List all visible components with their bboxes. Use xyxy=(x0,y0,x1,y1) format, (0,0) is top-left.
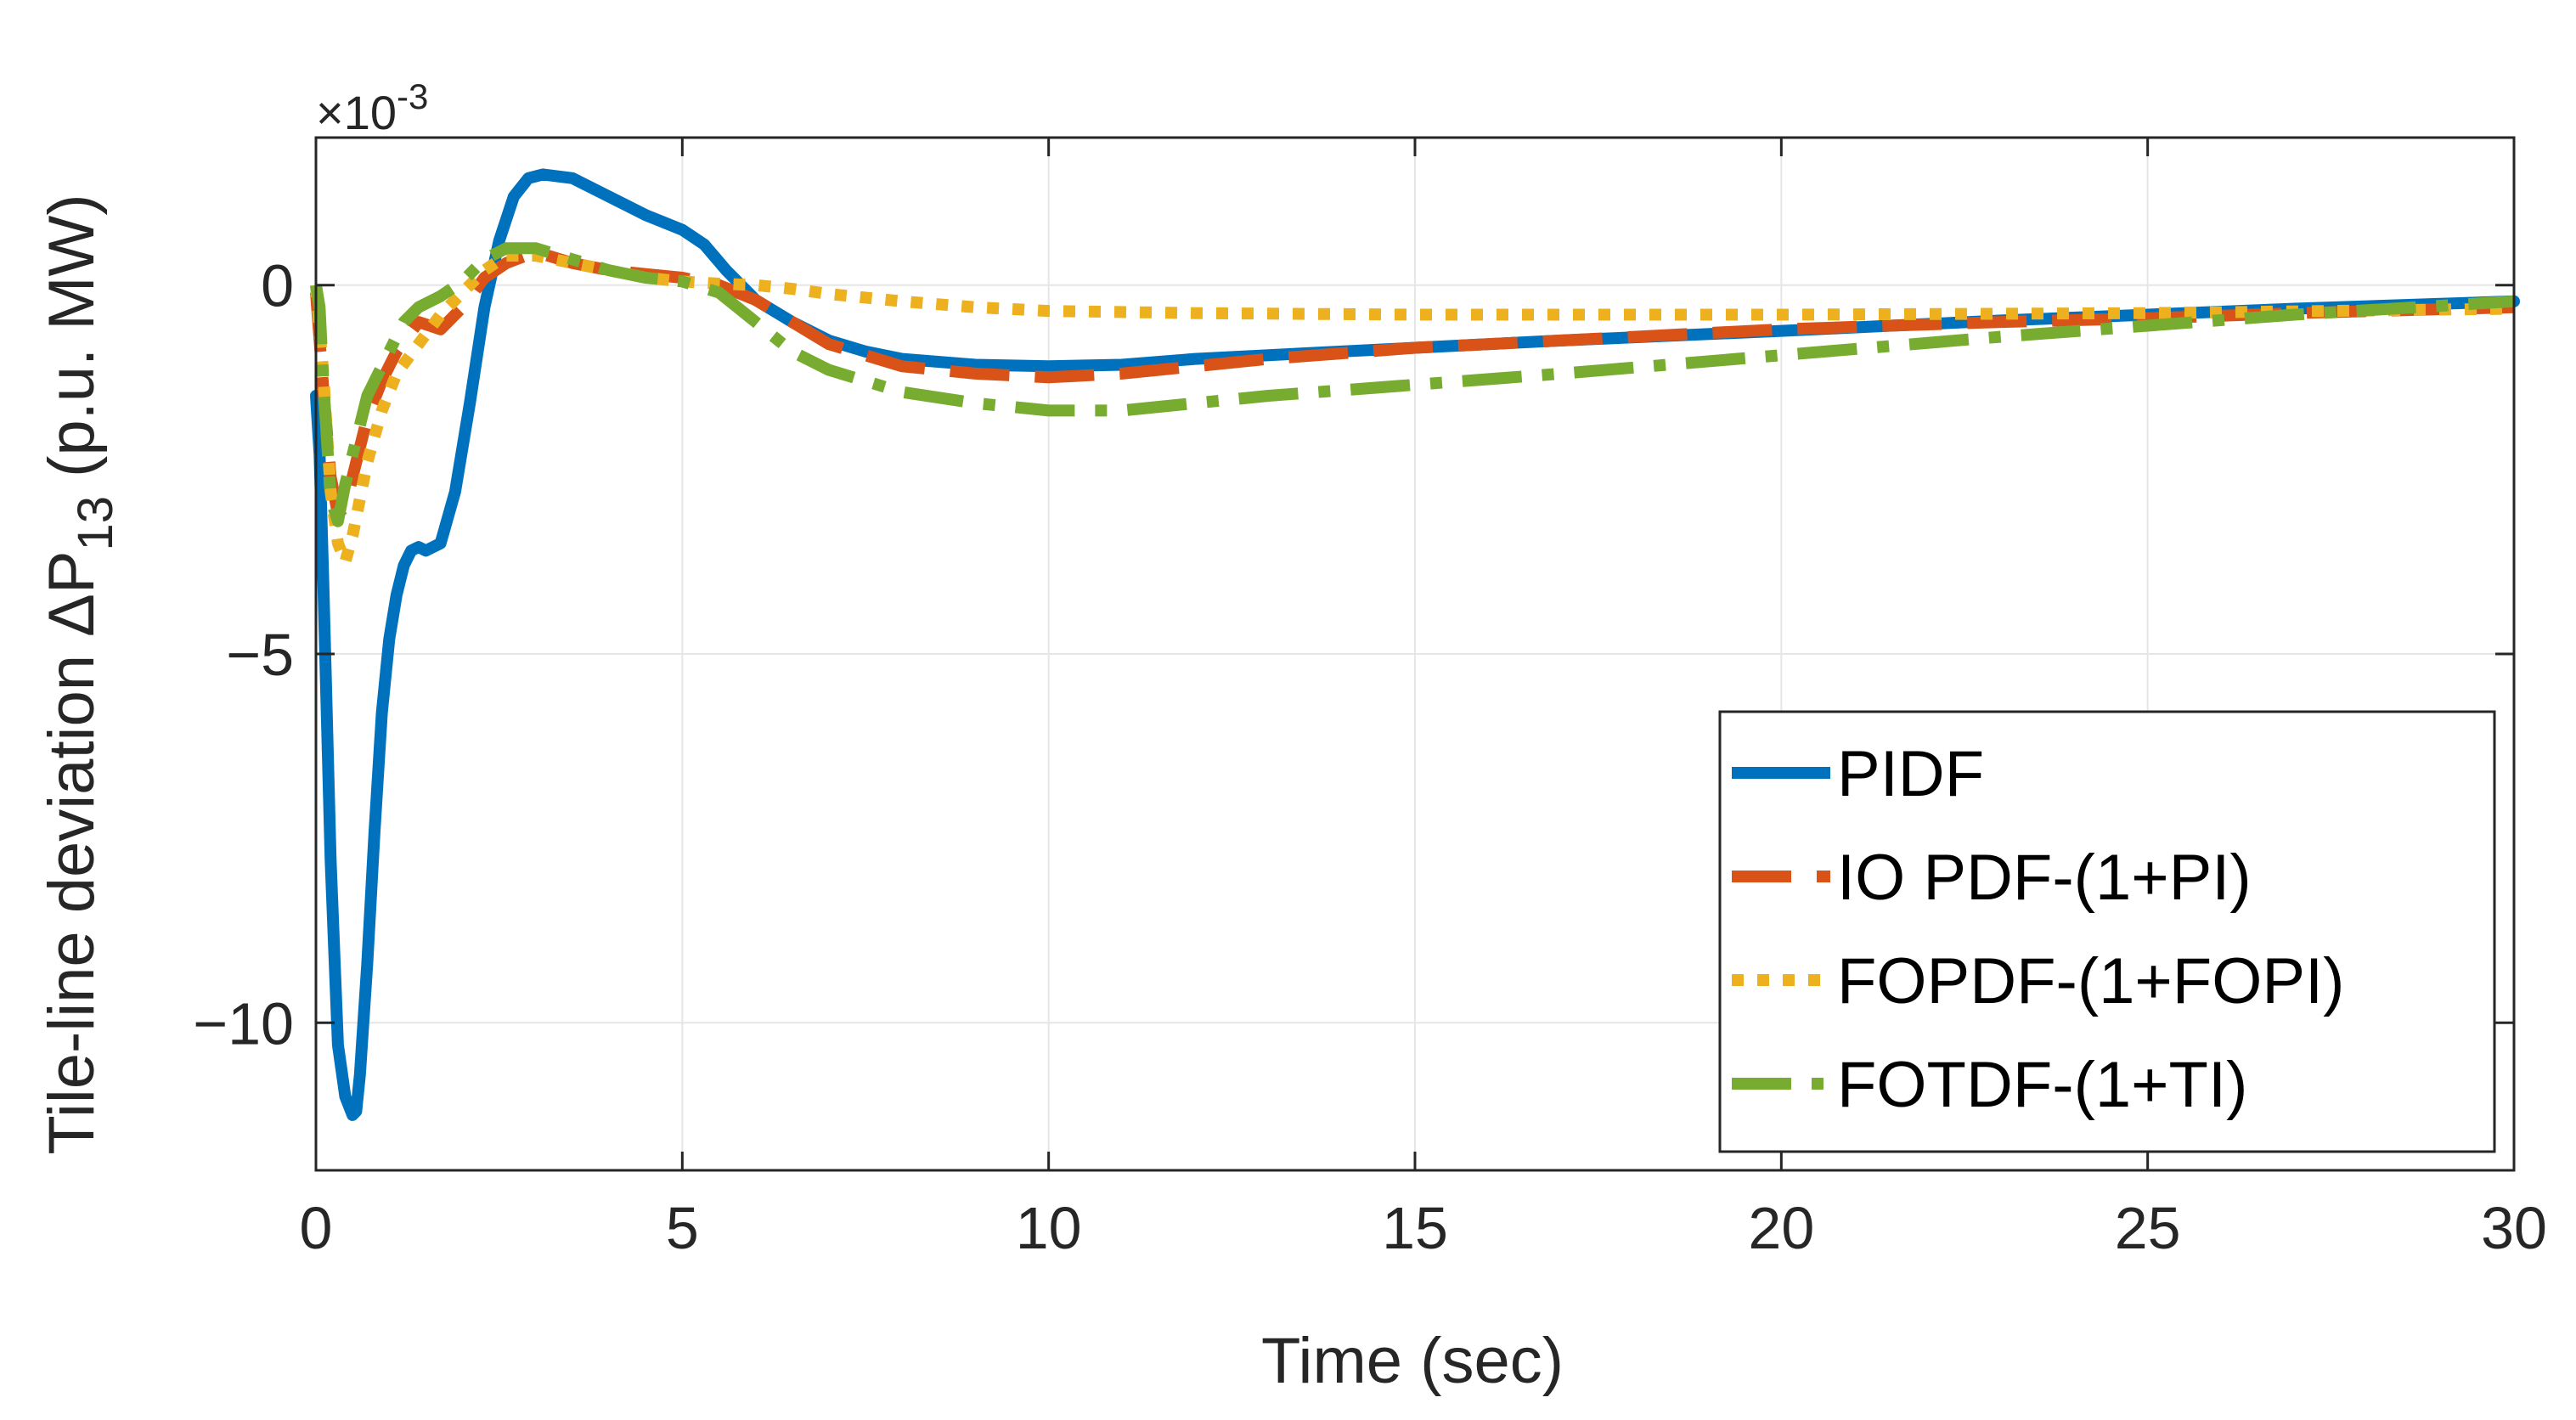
x-tick-label: 15 xyxy=(1382,1195,1448,1261)
y-multiplier-exponent: -3 xyxy=(397,76,428,116)
y-axis-label-main: Tile-line deviation ΔP xyxy=(36,550,108,1154)
legend-label-fotdf-1-ti: FOTDF-(1+TI) xyxy=(1837,1049,2247,1121)
tick-labels: 0 5 10 15 20 25 30 0 −5 −10 xyxy=(193,253,2547,1261)
x-tick-label: 0 xyxy=(300,1195,333,1261)
y-multiplier-prefix: ×10 xyxy=(316,86,397,139)
y-axis-label-unit: (p.u. MW) xyxy=(36,194,108,477)
tick-marks xyxy=(314,138,2516,1170)
series-layer xyxy=(310,168,2520,1121)
y-axis-label-subscript: 13 xyxy=(68,496,123,551)
series-line-pidf xyxy=(310,168,2520,1121)
series-line-fopdf-1-fopi xyxy=(310,250,2515,568)
legend-label-io-pdf-1-pi: IO PDF-(1+PI) xyxy=(1837,842,2252,914)
y-tick-label: 0 xyxy=(261,253,294,319)
x-tick-label: 30 xyxy=(2481,1195,2547,1261)
legend-box xyxy=(1718,710,2496,1153)
x-tick-label: 25 xyxy=(2115,1195,2181,1261)
x-tick-label: 5 xyxy=(666,1195,699,1261)
y-tick-label: −10 xyxy=(193,990,294,1057)
y-tick-label: −5 xyxy=(226,622,294,688)
x-axis-label: Time (sec) xyxy=(1261,1325,1564,1397)
y-multiplier: ×10-3 xyxy=(316,76,428,139)
x-tick-label: 10 xyxy=(1016,1195,1082,1261)
legend-label-fopdf-1-fopi: FOPDF-(1+FOPI) xyxy=(1837,945,2344,1017)
legend: PIDF IO PDF-(1+PI) FOPDF-(1+FOPI) FOTDF-(1+… xyxy=(1718,710,2496,1153)
x-tick-label: 20 xyxy=(1748,1195,1814,1261)
y-axis-label: Tile-line deviation ΔP13 (p.u. MW) xyxy=(36,194,123,1154)
legend-label-pidf: PIDF xyxy=(1837,738,1984,810)
series-line-fotdf-1-ti xyxy=(310,242,2515,527)
